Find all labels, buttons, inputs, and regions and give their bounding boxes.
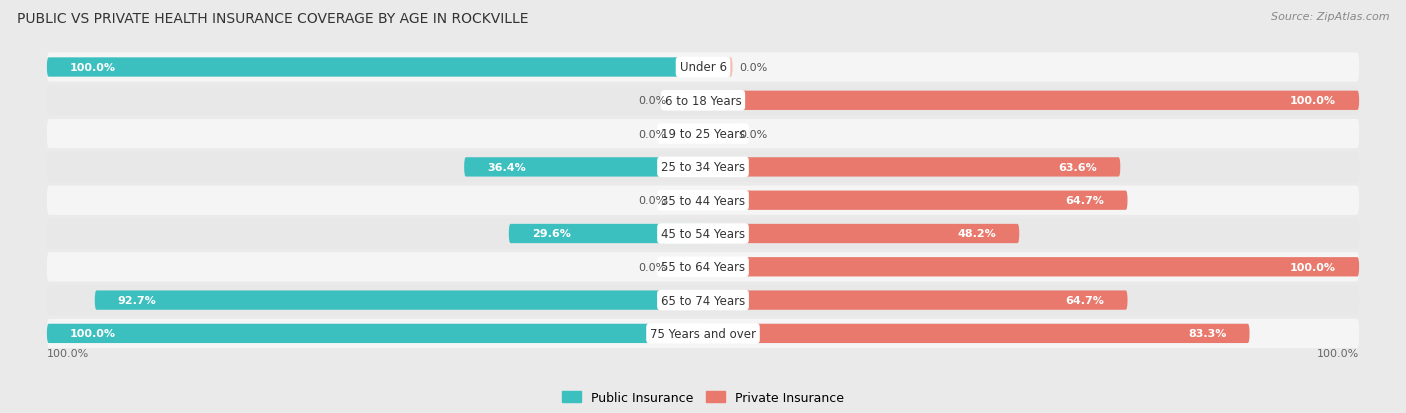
FancyBboxPatch shape [46,58,703,78]
FancyBboxPatch shape [94,291,703,310]
Text: 35 to 44 Years: 35 to 44 Years [661,194,745,207]
FancyBboxPatch shape [464,158,703,177]
Text: 48.2%: 48.2% [957,229,997,239]
Text: 63.6%: 63.6% [1059,162,1097,173]
Text: 0.0%: 0.0% [638,96,666,106]
Text: 100.0%: 100.0% [1291,96,1336,106]
FancyBboxPatch shape [703,291,1128,310]
Text: Source: ZipAtlas.com: Source: ZipAtlas.com [1271,12,1389,22]
Text: 64.7%: 64.7% [1066,295,1105,305]
FancyBboxPatch shape [46,219,1360,249]
Text: 0.0%: 0.0% [740,63,768,73]
FancyBboxPatch shape [703,258,1360,277]
Text: 0.0%: 0.0% [638,129,666,139]
Text: 0.0%: 0.0% [638,196,666,206]
Text: 83.3%: 83.3% [1188,329,1226,339]
Text: 45 to 54 Years: 45 to 54 Years [661,228,745,240]
Legend: Public Insurance, Private Insurance: Public Insurance, Private Insurance [562,391,844,404]
FancyBboxPatch shape [46,53,1360,83]
Text: 19 to 25 Years: 19 to 25 Years [661,128,745,141]
Text: 29.6%: 29.6% [531,229,571,239]
FancyBboxPatch shape [673,258,703,277]
FancyBboxPatch shape [46,324,703,343]
Text: 100.0%: 100.0% [70,63,115,73]
FancyBboxPatch shape [46,252,1360,282]
Text: 64.7%: 64.7% [1066,196,1105,206]
FancyBboxPatch shape [509,224,703,244]
Text: 92.7%: 92.7% [118,295,156,305]
FancyBboxPatch shape [673,125,703,144]
Text: 0.0%: 0.0% [638,262,666,272]
FancyBboxPatch shape [703,191,1128,210]
Text: PUBLIC VS PRIVATE HEALTH INSURANCE COVERAGE BY AGE IN ROCKVILLE: PUBLIC VS PRIVATE HEALTH INSURANCE COVER… [17,12,529,26]
FancyBboxPatch shape [703,158,1121,177]
Text: 100.0%: 100.0% [1317,349,1360,358]
FancyBboxPatch shape [673,191,703,210]
Text: 0.0%: 0.0% [740,129,768,139]
FancyBboxPatch shape [46,86,1360,116]
FancyBboxPatch shape [703,125,733,144]
FancyBboxPatch shape [703,58,733,78]
Text: Under 6: Under 6 [679,62,727,74]
Text: 100.0%: 100.0% [1291,262,1336,272]
Text: 100.0%: 100.0% [46,349,89,358]
FancyBboxPatch shape [46,319,1360,348]
FancyBboxPatch shape [46,286,1360,315]
FancyBboxPatch shape [673,91,703,111]
Text: 100.0%: 100.0% [70,329,115,339]
FancyBboxPatch shape [46,153,1360,182]
Text: 65 to 74 Years: 65 to 74 Years [661,294,745,307]
FancyBboxPatch shape [703,224,1019,244]
Text: 25 to 34 Years: 25 to 34 Years [661,161,745,174]
FancyBboxPatch shape [703,324,1250,343]
Text: 6 to 18 Years: 6 to 18 Years [665,95,741,107]
Text: 55 to 64 Years: 55 to 64 Years [661,261,745,274]
Text: 36.4%: 36.4% [486,162,526,173]
FancyBboxPatch shape [46,120,1360,149]
FancyBboxPatch shape [46,186,1360,215]
FancyBboxPatch shape [703,91,1360,111]
Text: 75 Years and over: 75 Years and over [650,327,756,340]
